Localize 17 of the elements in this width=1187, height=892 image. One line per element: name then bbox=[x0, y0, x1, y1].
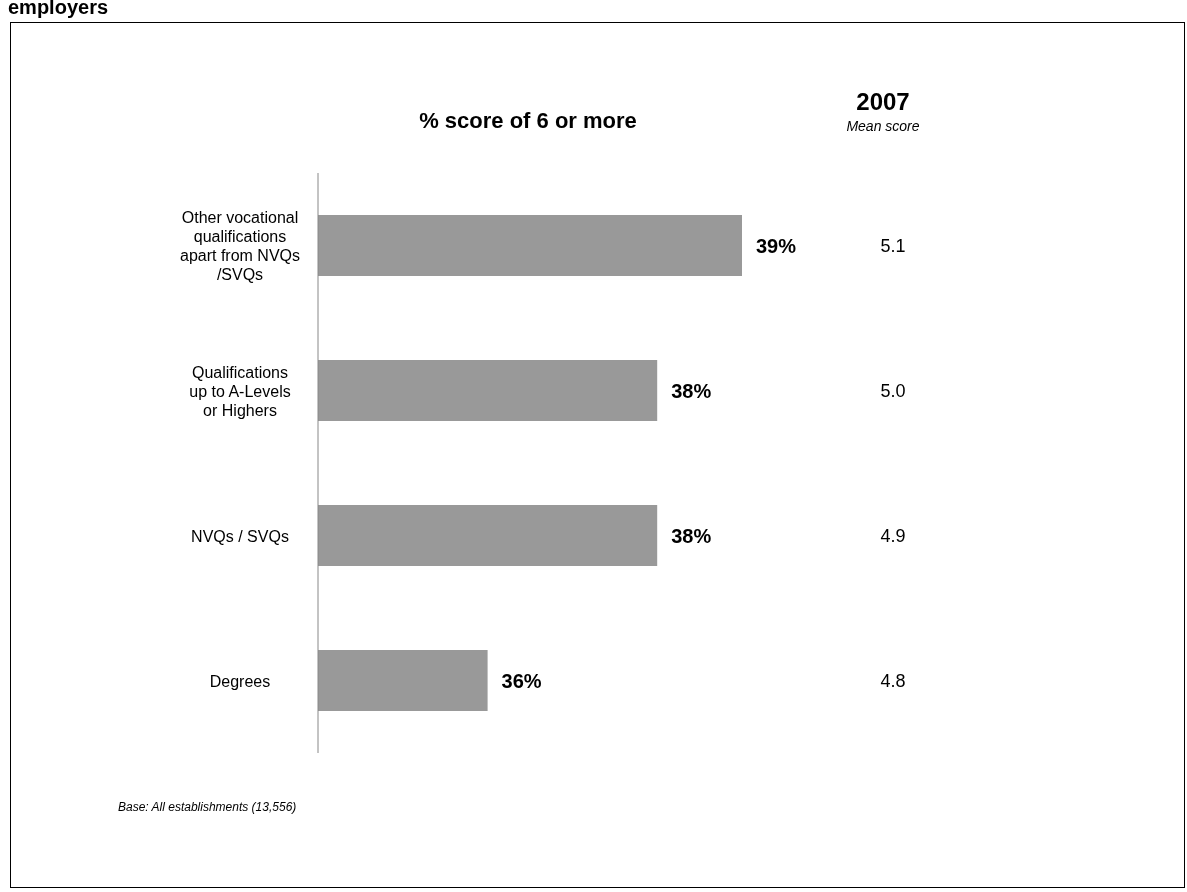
data-label: 39% bbox=[756, 234, 797, 257]
y-tick-label: Degrees bbox=[209, 672, 271, 689]
text: 5.1 bbox=[879, 235, 907, 257]
text: 5.0 bbox=[879, 380, 907, 402]
y-tick-label: NVQs / SVQs bbox=[191, 527, 289, 544]
text: employers bbox=[8, 0, 109, 19]
text: Base: All establishments (13,556) bbox=[118, 800, 297, 814]
chart-subtitle: % score of 6 or more bbox=[418, 108, 638, 134]
text: 2007 bbox=[855, 88, 911, 116]
data-label: 38% bbox=[671, 379, 712, 402]
text: 4.8 bbox=[879, 670, 907, 692]
data-label: 36% bbox=[501, 669, 542, 692]
y-tick-label: Other vocational qualifications apart from NVQs /SVQs bbox=[179, 208, 301, 283]
text: Mean score bbox=[845, 118, 921, 134]
text: 4.9 bbox=[879, 525, 907, 547]
y-tick-label: Qualifications up to A-Levels or Highers bbox=[189, 363, 291, 418]
data-label: 38% bbox=[671, 524, 712, 547]
